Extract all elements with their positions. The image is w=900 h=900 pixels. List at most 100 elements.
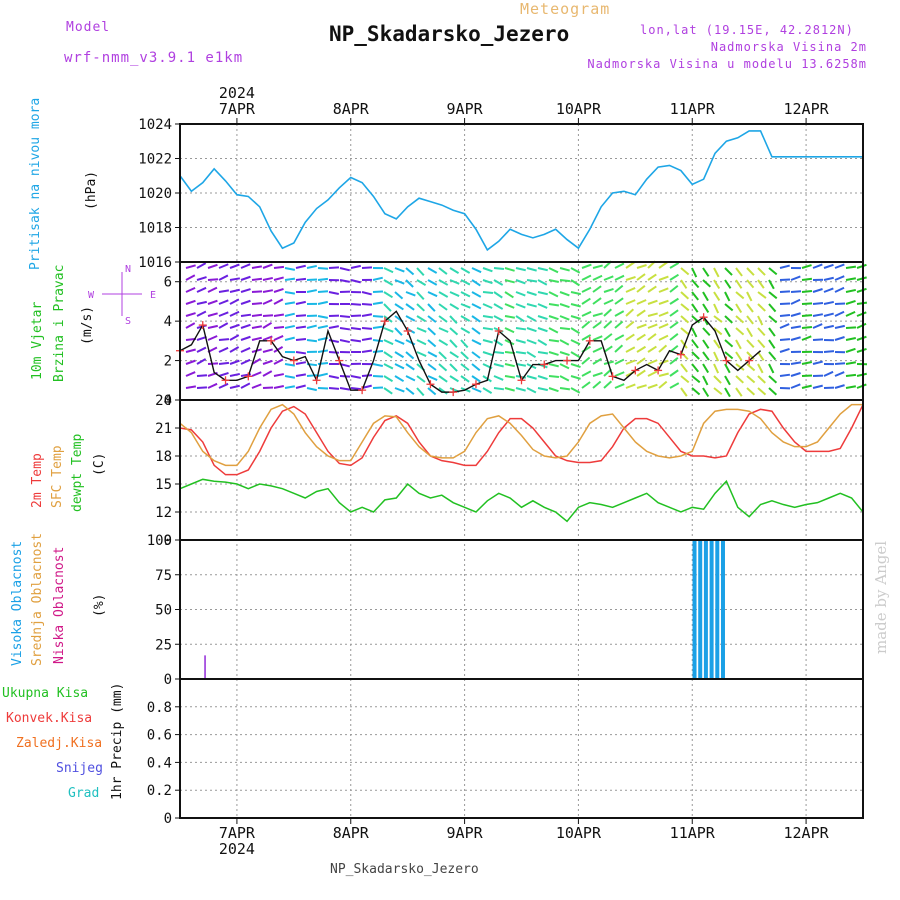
- wind-arrow: [427, 291, 438, 298]
- wind-arrow: [636, 264, 647, 269]
- wind-arrow: [768, 303, 777, 313]
- wind-arrow: [790, 361, 802, 365]
- wind-arrow: [471, 279, 481, 287]
- wind-arrow: [603, 380, 613, 389]
- wind-arrow: [746, 315, 754, 325]
- wind-arrow: [691, 363, 700, 373]
- y-tick-label: 1020: [138, 186, 172, 202]
- wind-arrow: [548, 375, 560, 378]
- wind-arrow: [515, 363, 527, 367]
- wind-arrow: [559, 375, 570, 382]
- wind-arrow: [196, 358, 207, 365]
- high-cloud-bar: [709, 540, 714, 679]
- wind-arrow: [295, 351, 307, 355]
- wind-arrow: [284, 291, 296, 295]
- precip-legend-hail: Grad: [68, 786, 100, 801]
- wind-arrow: [328, 375, 339, 379]
- wind-arrow: [823, 287, 834, 293]
- wind-arrow: [702, 363, 710, 374]
- wind-arrow: [262, 359, 273, 365]
- wind-arrow: [317, 372, 328, 377]
- wind-arrow: [812, 360, 823, 365]
- wind-arrow: [218, 361, 230, 365]
- wind-arrow: [779, 313, 791, 317]
- wind-arrow: [218, 346, 229, 353]
- wind-arrow: [240, 275, 251, 281]
- wind-arrow: [427, 327, 437, 336]
- wind-arrow: [790, 383, 801, 389]
- wind-arrow: [845, 361, 857, 365]
- wind-arrow: [372, 325, 384, 329]
- wind-arrow: [592, 312, 603, 317]
- wind-arrow: [240, 313, 252, 317]
- coordinates: lon,lat (19.15E, 42.2812N): [640, 23, 854, 37]
- temp-sfc-line: [179, 403, 863, 467]
- wind-arrow: [614, 262, 625, 269]
- precip-legend-frz: Zaledj.Kisa: [16, 736, 103, 751]
- wind-arrow: [834, 384, 845, 389]
- wind-arrow: [647, 359, 658, 365]
- wind-arrow: [460, 291, 471, 298]
- wind-arrow: [372, 315, 384, 318]
- wind-arrow: [658, 311, 669, 317]
- wind-arrow: [284, 324, 295, 329]
- wind-arrow: [581, 297, 591, 305]
- wind-arrow: [845, 373, 857, 377]
- wind-arrow: [251, 325, 263, 329]
- precip-legend-conv: Konvek.Kisa: [6, 711, 93, 726]
- wind-arrow: [394, 375, 405, 383]
- wind-arrow: [537, 327, 548, 333]
- wind-arrow: [262, 321, 273, 329]
- wind-arrow: [504, 303, 515, 309]
- wind-arrow: [383, 291, 394, 299]
- wind-arrow: [394, 339, 405, 345]
- wind-arrow: [823, 324, 834, 329]
- wind-arrow: [372, 301, 384, 305]
- wind-arrow: [350, 264, 361, 269]
- wind-arrow: [185, 299, 196, 305]
- wind-arrow: [284, 312, 295, 317]
- wind-arrow: [339, 339, 350, 344]
- wind-arrow: [746, 291, 753, 302]
- wind-arrow: [570, 291, 581, 296]
- x-label-bottom: 10APR: [556, 824, 602, 842]
- wind-arrow: [405, 279, 414, 288]
- wind-arrow: [306, 387, 317, 392]
- wind-arrow: [680, 363, 688, 373]
- wind-arrow: [735, 303, 743, 314]
- y-tick-label: 0.4: [147, 755, 172, 771]
- wind-arrow: [273, 313, 285, 317]
- wind-arrow: [581, 320, 591, 329]
- wind-arrow: [471, 315, 481, 323]
- wind-arrow: [295, 325, 307, 329]
- wind-arrow: [559, 387, 571, 391]
- wind-arrow: [306, 339, 318, 343]
- wind-arrow: [702, 291, 709, 302]
- wind-arrow: [438, 315, 448, 323]
- compass-rose-part: E: [150, 290, 156, 301]
- wind-arrow: [361, 327, 373, 330]
- wind-arrow: [614, 284, 624, 293]
- wind-arrow: [680, 387, 688, 397]
- wind-arrow: [801, 361, 813, 365]
- wind-arrow: [229, 310, 240, 317]
- wind-arrow: [328, 291, 339, 295]
- y-tick-label: 0: [164, 672, 172, 688]
- wind-arrow: [658, 287, 669, 293]
- wind-arrow: [724, 267, 733, 276]
- wind-arrow: [383, 363, 394, 370]
- wind-arrow: [845, 310, 856, 317]
- wind-arrow: [515, 351, 527, 355]
- wind-arrow: [658, 323, 669, 329]
- wind-arrow: [394, 291, 404, 300]
- wind-arrow: [548, 387, 559, 393]
- wind-arrow: [768, 363, 775, 374]
- wind-arrow: [262, 289, 274, 293]
- y-tick-label: 0.6: [147, 728, 172, 744]
- wind-arrow: [482, 267, 493, 273]
- wind-arrow: [405, 315, 416, 322]
- wind-arrow: [317, 387, 329, 390]
- wind-arrow: [339, 267, 350, 272]
- wind-arrow: [845, 288, 856, 293]
- wind-arrow: [482, 303, 493, 309]
